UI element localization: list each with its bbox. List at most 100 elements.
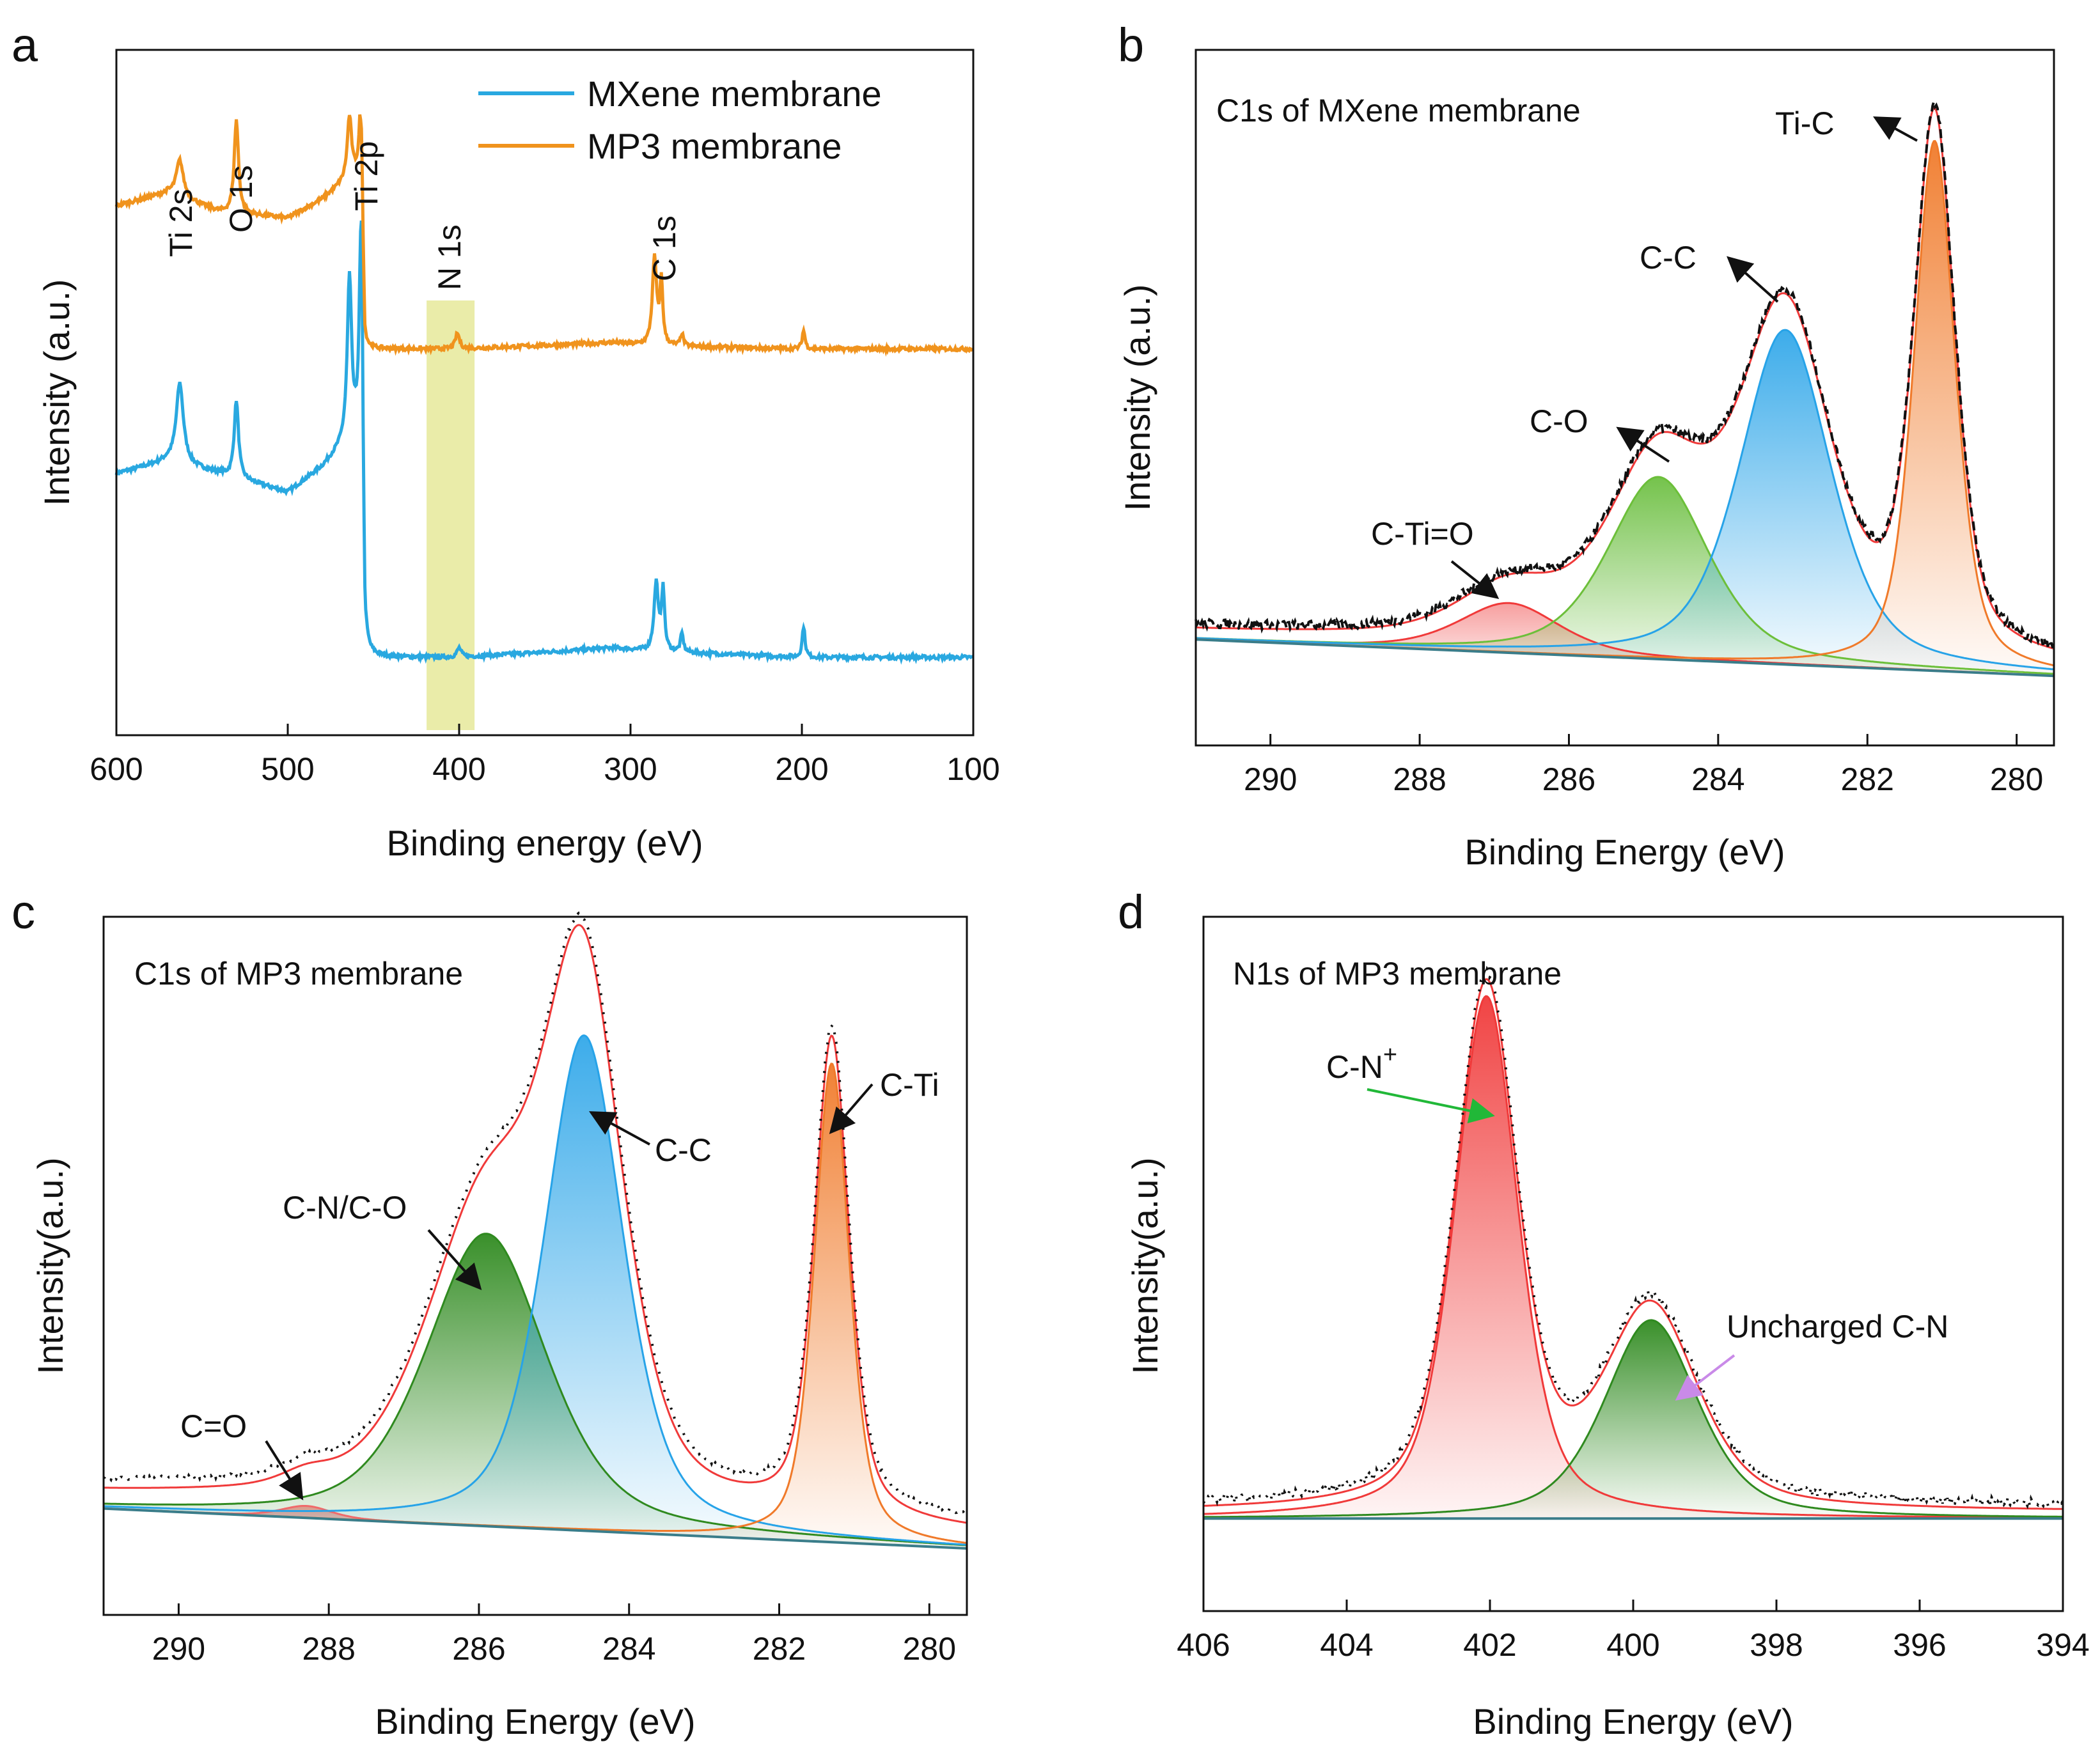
fit-envelope-line xyxy=(1203,978,2064,1510)
annotation-b-c-c: C-C xyxy=(1640,240,1696,276)
panel-c-xtick-label: 288 xyxy=(302,1631,355,1667)
legend-label-mp3: MP3 membrane xyxy=(587,126,842,166)
panel-d-xtick-label: 404 xyxy=(1320,1627,1373,1663)
measured-data-line xyxy=(102,911,968,1516)
panel-a: 600 500 400 300 200 100 Binding energy (eV) I… xyxy=(36,49,1000,863)
panel-d-xtick-label: 402 xyxy=(1463,1627,1516,1663)
panel-b-annotations: C-Ti=O C-O C-C Ti-C xyxy=(1371,105,1918,599)
annotation-c-c-o-double: C=O xyxy=(180,1408,247,1444)
annotation-c-1s: C 1s xyxy=(646,215,682,281)
panel-d-xtick-label: 400 xyxy=(1606,1627,1659,1663)
annotation-b-c-ti-o-arrow xyxy=(1450,560,1500,599)
panel-c-xtick-label: 284 xyxy=(602,1631,655,1667)
panel-b-xticks: 290 288 286 284 282 280 xyxy=(1244,734,2043,797)
component-line-c-n- xyxy=(1203,995,2063,1518)
panel-b-xtick-label: 288 xyxy=(1393,761,1446,797)
annotation-n-1s: N 1s xyxy=(432,224,467,290)
component-fill-uncharged-c-n xyxy=(1203,1320,2063,1519)
panel-b-xtick-label: 282 xyxy=(1841,761,1894,797)
panel-label-a: a xyxy=(12,19,38,72)
panel-b-xlabel: Binding Energy (eV) xyxy=(1464,832,1785,872)
annotation-c-c-c-arrow xyxy=(588,1111,650,1146)
annotation-ti-2p: Ti 2p xyxy=(349,141,384,211)
annotation-b-ti-c-arrow xyxy=(1872,116,1918,142)
annotation-b-ti-c: Ti-C xyxy=(1775,105,1835,141)
annotation-d-uncharged-cn-arrow xyxy=(1675,1354,1736,1401)
panel-a-xlabel: Binding energy (eV) xyxy=(387,823,703,863)
panel-label-d: d xyxy=(1118,885,1144,939)
panel-b-frame xyxy=(1195,49,2055,747)
panel-b-xtick-label: 280 xyxy=(1990,761,2043,797)
panel-a-highlight-band xyxy=(427,300,475,730)
annotation-b-c-c-arrow xyxy=(1727,256,1779,303)
component-fill-c-c xyxy=(1196,330,2054,676)
annotation-d-cn-plus-arrow xyxy=(1367,1088,1495,1124)
panel-a-xticks: 600 500 400 300 200 100 xyxy=(90,724,1000,787)
fit-envelope-line xyxy=(104,924,968,1524)
panel-a-xtick-label: 200 xyxy=(775,751,828,787)
panel-a-xtick-label: 300 xyxy=(604,751,657,787)
annotation-c-c-o-double-arrow xyxy=(265,1440,304,1500)
panel-label-b: b xyxy=(1118,19,1144,72)
panel-c-frame xyxy=(102,915,968,1616)
panel-a-lines xyxy=(114,114,975,665)
panel-b-xtick-label: 286 xyxy=(1542,761,1595,797)
annotation-c-c-c: C-C xyxy=(655,1132,712,1168)
measured-data-line xyxy=(1202,965,2064,1511)
panel-d-title: N1s of MP3 membrane xyxy=(1233,956,1562,992)
panel-a-xtick-label: 100 xyxy=(946,751,999,787)
panel-d-lines xyxy=(1202,965,2064,1520)
annotation-b-c-o: C-O xyxy=(1530,403,1588,439)
panel-a-xtick-label: 500 xyxy=(261,751,314,787)
panel-b: 290 288 286 284 282 280 C1s of MXene membrane… xyxy=(1117,49,2055,872)
component-line-uncharged-c-n xyxy=(1203,1319,2063,1518)
panel-c-xtick-label: 286 xyxy=(452,1631,505,1667)
panel-d-xtick-label: 398 xyxy=(1750,1627,1803,1663)
component-fill-c-o xyxy=(1196,477,2054,676)
panel-b-xtick-label: 290 xyxy=(1244,761,1297,797)
annotation-d-cn-plus: C-N+ xyxy=(1326,1041,1397,1085)
panel-d: 406 404 402 400 398 396 394 N1s of MP3 membran… xyxy=(1125,915,2090,1741)
annotation-c-cn-co: C-N/C-O xyxy=(283,1190,407,1226)
panel-c-xtick-label: 290 xyxy=(152,1631,205,1667)
panel-c-fills xyxy=(104,1035,967,1548)
component-line-c-c xyxy=(103,1034,968,1546)
component-line-c-n-c-o xyxy=(103,1233,968,1547)
panel-d-fills xyxy=(1203,996,2063,1519)
panel-a-ylabel: Intensity (a.u.) xyxy=(36,279,77,506)
panel-a-xtick-label: 400 xyxy=(432,751,485,787)
panel-a-legend: MXene membrane MP3 membrane xyxy=(478,74,882,166)
annotation-c-c-ti: C-Ti xyxy=(880,1067,939,1103)
panel-d-annotations: C-N+ Uncharged C-N xyxy=(1326,1041,1948,1401)
panel-b-xtick-label: 284 xyxy=(1691,761,1744,797)
panel-a-annotations: Ti 2s O 1s Ti 2p N 1s C 1s xyxy=(163,141,682,290)
panel-b-fills xyxy=(1196,141,2054,676)
panel-a-xtick-label: 600 xyxy=(90,751,143,787)
component-line-c-c xyxy=(1195,329,2055,671)
background-line xyxy=(1195,638,2055,678)
panel-b-lines xyxy=(1195,97,2055,678)
panel-b-ylabel: Intensity (a.u.) xyxy=(1117,284,1157,511)
panel-d-xtick-label: 394 xyxy=(2036,1627,2089,1663)
panel-b-title: C1s of MXene membrane xyxy=(1216,93,1581,129)
panel-c-xtick-label: 280 xyxy=(903,1631,956,1667)
panel-a-frame xyxy=(115,49,975,736)
panel-c-xtick-label: 282 xyxy=(753,1631,806,1667)
panel-c-annotations: C=O C-N/C-O C-C C-Ti xyxy=(180,1067,939,1500)
series-line-mxene xyxy=(114,220,975,665)
annotation-c-c-ti-arrow xyxy=(829,1083,874,1135)
panel-c-lines xyxy=(102,911,968,1550)
annotation-c-cn-co-arrow xyxy=(427,1229,482,1290)
legend-label-mxene: MXene membrane xyxy=(587,74,882,114)
panel-d-ylabel: Intensity(a.u.) xyxy=(1125,1157,1165,1374)
series-line-mp3 xyxy=(114,114,975,357)
annotation-d-cn-plus-sup: + xyxy=(1383,1041,1397,1068)
panel-c: 290 288 286 284 282 280 C1s of MP3 membrane B… xyxy=(30,911,968,1741)
background-line xyxy=(103,1507,968,1550)
panel-c-xticks: 290 288 286 284 282 280 xyxy=(152,1603,956,1667)
component-fill-ti-c xyxy=(1196,141,2054,676)
panel-c-title: C1s of MP3 membrane xyxy=(134,956,463,992)
panel-d-xtick-label: 406 xyxy=(1177,1627,1230,1663)
panel-d-xticks: 406 404 402 400 398 396 394 xyxy=(1177,1600,2090,1663)
